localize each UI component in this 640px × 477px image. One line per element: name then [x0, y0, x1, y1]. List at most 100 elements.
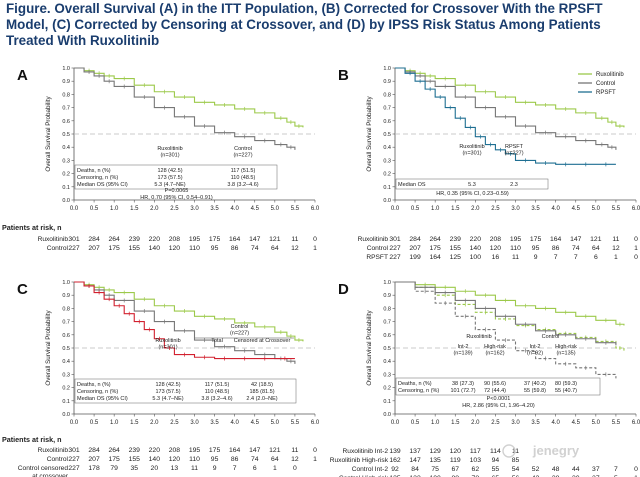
at-risk-value: 135 [429, 457, 441, 464]
at-risk-value: 140 [149, 456, 161, 463]
x-tick-label: 0.0 [391, 420, 400, 426]
at-risk-value: 95 [211, 456, 219, 463]
at-risk-value: 88 [451, 475, 459, 477]
stats-row-label: Censoring, n (%) [398, 388, 439, 394]
y-tick-label: 0.0 [62, 198, 70, 204]
stats-column-header: Int-2 [457, 344, 468, 350]
at-risk-value: 195 [510, 236, 522, 243]
stats-row-label: Censoring, n (%) [77, 389, 118, 395]
at-risk-value: 264 [108, 236, 120, 243]
y-tick-label: 0.9 [383, 293, 391, 299]
at-risk-value: 208 [169, 447, 181, 454]
y-tick-label: 0.4 [62, 145, 70, 151]
at-risk-value: 30 [572, 475, 580, 477]
at-risk-value: 227 [389, 254, 401, 261]
at-risk-value: 0 [634, 254, 638, 261]
series-line-control-int-2 [395, 281, 617, 346]
at-risk-value: 1 [273, 465, 277, 472]
x-tick-label: 2.0 [471, 206, 480, 212]
y-tick-label: 0.0 [383, 198, 391, 204]
at-risk-value: 1 [313, 245, 317, 252]
at-risk-value: 147 [249, 236, 261, 243]
stats-footer: P<0.0001 [487, 396, 511, 402]
x-tick-label: 2.0 [150, 206, 159, 212]
at-risk-value: 147 [249, 447, 261, 454]
at-risk-value: 74 [572, 245, 580, 252]
y-tick-label: 0.1 [383, 399, 391, 405]
at-risk-row-label: at crossover [32, 473, 69, 477]
y-tick-label: 0.6 [62, 119, 70, 125]
x-tick-label: 5.0 [271, 420, 280, 426]
stats-column-header: Censored at Crossover [234, 338, 291, 344]
at-risk-value: 207 [88, 245, 100, 252]
y-tick-label: 0.5 [383, 132, 391, 138]
stats-row-label: Median OS (95% CI) [77, 396, 128, 402]
at-risk-value: 86 [231, 456, 239, 463]
stats-row-label: Deaths, n (%) [77, 168, 111, 174]
watermark-icon [502, 444, 516, 458]
at-risk-value: 6 [594, 254, 598, 261]
at-risk-value: 38 [552, 475, 560, 477]
y-tick-label: 0.1 [383, 185, 391, 191]
at-risk-value: 135 [389, 475, 401, 477]
at-risk-value: 195 [189, 447, 201, 454]
series-line-ruxolitinib [74, 281, 304, 342]
at-risk-value: 220 [470, 236, 482, 243]
stats-row-label: Median OS (95% CI) [77, 182, 128, 188]
x-tick-label: 3.5 [531, 206, 540, 212]
y-tick-label: 0.8 [62, 306, 70, 312]
at-risk-value: 123 [409, 475, 421, 477]
at-risk-value: 164 [229, 236, 241, 243]
at-risk-row-label: RPSFT [366, 254, 388, 261]
at-risk-value: 120 [490, 245, 502, 252]
at-risk-value: 92 [391, 466, 399, 473]
x-tick-label: 2.0 [150, 420, 159, 426]
at-risk-value: 227 [389, 245, 401, 252]
at-risk-value: 117 [470, 448, 481, 455]
at-risk-row-label: Ruxolitinib [358, 236, 389, 243]
y-tick-label: 0.2 [383, 172, 391, 178]
stats-cell: 173 (57.5) [155, 389, 180, 395]
x-tick-label: 4.0 [230, 420, 239, 426]
stats-group-header: Control [231, 324, 249, 330]
x-tick-label: 5.5 [612, 420, 621, 426]
at-risk-value: 175 [108, 245, 120, 252]
at-risk-row-label: Control Int-2 [352, 466, 389, 473]
at-risk-value: 52 [532, 466, 540, 473]
series-line-control [74, 281, 296, 364]
stats-column-header: (n=135) [556, 351, 575, 357]
at-risk-value: 227 [68, 456, 80, 463]
at-risk-value: 137 [409, 448, 421, 455]
stats-cell: 2.3 [510, 182, 518, 188]
at-risk-value: 6 [253, 465, 257, 472]
stats-cell: 117 (51.5) [231, 168, 256, 174]
x-tick-label: 6.0 [632, 420, 640, 426]
x-tick-label: 2.0 [471, 420, 480, 426]
stats-column-header: Ruxolitinib [459, 144, 484, 150]
y-tick-label: 0.2 [62, 172, 70, 178]
at-risk-value: 139 [389, 448, 401, 455]
at-risk-value: 13 [171, 465, 179, 472]
stats-row-label: Deaths, n (%) [77, 382, 111, 388]
x-tick-label: 6.0 [632, 206, 640, 212]
x-tick-label: 5.0 [592, 420, 601, 426]
x-tick-label: 3.5 [210, 420, 219, 426]
y-tick-label: 0.4 [383, 359, 391, 365]
at-risk-value: 155 [450, 245, 462, 252]
at-risk-value: 175 [209, 447, 221, 454]
stats-cell: 173 (57.5) [157, 175, 182, 181]
x-tick-label: 4.0 [551, 206, 560, 212]
x-tick-label: 3.5 [531, 420, 540, 426]
at-risk-value: 220 [149, 236, 161, 243]
at-risk-value: 0 [634, 466, 638, 473]
x-tick-label: 0.0 [391, 206, 400, 212]
x-tick-label: 5.5 [291, 206, 300, 212]
at-risk-value: 94 [492, 457, 500, 464]
stats-group-header: (n=227) [230, 331, 249, 337]
stats-column-header: Ruxolitinib [157, 146, 182, 152]
x-tick-label: 0.5 [411, 206, 420, 212]
series-line-control [395, 67, 617, 150]
at-risk-value: 65 [492, 475, 500, 477]
x-tick-label: 0.0 [70, 420, 79, 426]
at-risk-value: 95 [211, 245, 219, 252]
